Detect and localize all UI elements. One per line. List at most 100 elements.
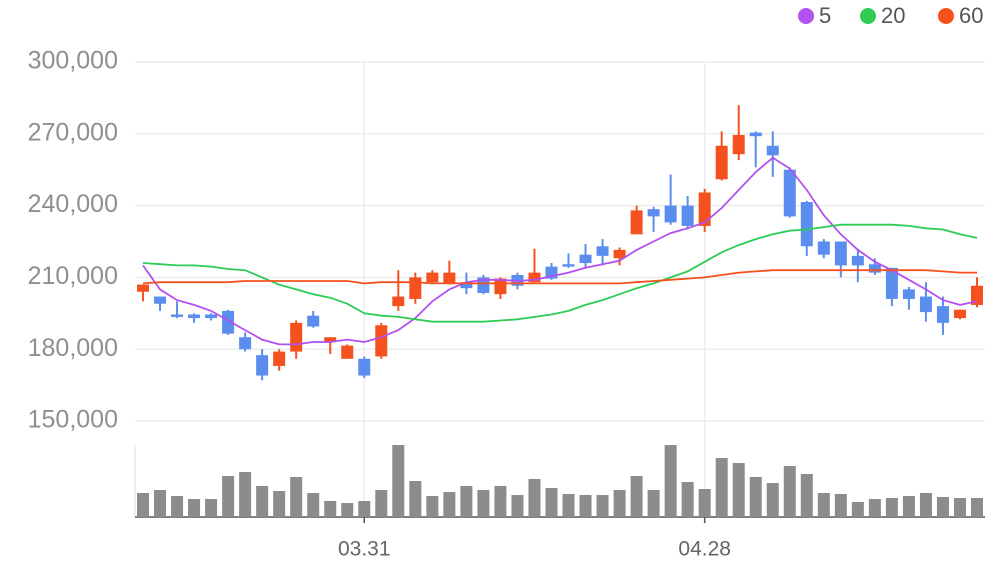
candle-body [324, 337, 337, 343]
volume-bar [375, 490, 388, 517]
candle-body [613, 249, 626, 259]
candle-body [528, 272, 541, 283]
candle-body [885, 267, 898, 299]
candle-body [426, 272, 439, 283]
legend-label: 5 [819, 3, 831, 28]
volume-bar [579, 495, 592, 517]
x-tick-label: 04.28 [678, 538, 731, 561]
candle-body [154, 296, 167, 304]
candle-body [273, 351, 286, 366]
volume-bar [341, 503, 354, 517]
volume-bar [732, 463, 745, 517]
ma-line [142, 269, 977, 285]
volume-bar [409, 481, 422, 517]
candle-body [953, 309, 966, 319]
candle-body [375, 325, 388, 357]
volume-bar [137, 493, 149, 517]
candle-body [256, 355, 269, 376]
candle-body [188, 314, 201, 319]
candle-body [290, 322, 303, 352]
candle-body [902, 289, 915, 299]
y-tick-label: 240,000 [28, 190, 118, 218]
candle-body [205, 314, 218, 319]
legend-swatch [860, 8, 876, 24]
candle-body [868, 264, 881, 273]
candle-body [971, 285, 983, 305]
volume-bar [613, 490, 626, 517]
candle-body [137, 284, 149, 292]
legend-swatch [938, 8, 954, 24]
volume-bar [715, 458, 728, 517]
candle-body [443, 272, 456, 284]
volume-bar [511, 495, 524, 517]
legend-label: 60 [959, 3, 983, 28]
volume-bar [681, 482, 694, 517]
candle-body [698, 192, 711, 226]
candle-body [817, 241, 830, 255]
candle-body [562, 264, 575, 267]
volume-bar [783, 466, 796, 517]
volume-bar [766, 483, 779, 517]
candle-body [647, 209, 660, 217]
volume-bar [800, 474, 813, 517]
volume-bar [971, 498, 983, 517]
candle-body [392, 296, 405, 307]
volume-bar [902, 496, 915, 517]
volume-bar [885, 498, 898, 517]
candle-body [307, 315, 320, 327]
candle-body [222, 310, 235, 334]
volume-bar [358, 501, 371, 517]
volume-bar [936, 497, 949, 517]
volume-bar [596, 495, 609, 517]
candle-body [358, 358, 371, 376]
candle-body [341, 345, 354, 359]
volume-bar [205, 499, 218, 517]
volume-bar [477, 490, 490, 517]
volume-bar [919, 493, 932, 517]
candle-body [834, 241, 847, 266]
candle-body [783, 169, 796, 217]
candle-body [664, 205, 677, 223]
volume-bar [630, 476, 643, 517]
volume-bar [460, 486, 473, 517]
legend-swatch [798, 8, 814, 24]
candle-body [545, 266, 558, 279]
candle-body [596, 246, 609, 256]
volume-bar [868, 499, 881, 517]
ma-line [142, 156, 978, 346]
volume-bar [443, 492, 456, 517]
candle-body [919, 296, 932, 313]
volume-bar [953, 498, 966, 517]
candle-body [851, 255, 864, 266]
candle-body [579, 254, 592, 264]
candle-body [477, 277, 490, 293]
volume-bar [545, 488, 558, 517]
candle-body [732, 134, 745, 155]
x-tick-label: 03.31 [338, 538, 391, 561]
y-tick-label: 180,000 [28, 334, 118, 362]
volume-bar [562, 494, 575, 517]
volume-bar [664, 445, 677, 517]
volume-bar [834, 494, 847, 517]
candle-body [409, 277, 422, 299]
volume-bar [290, 477, 303, 517]
volume-bar [426, 496, 439, 517]
volume-bar [188, 499, 201, 517]
volume-bar [171, 496, 184, 517]
volume-bar [851, 502, 864, 517]
candle-body [681, 205, 694, 226]
y-tick-label: 270,000 [28, 118, 118, 146]
volume-bar [324, 501, 337, 517]
candle-body [494, 278, 507, 295]
volume-bar [307, 493, 320, 517]
candle-body [936, 306, 949, 323]
y-tick-label: 210,000 [28, 262, 118, 290]
candle-body [800, 202, 813, 247]
volume-bar [528, 479, 541, 517]
volume-bar [392, 445, 405, 517]
candle-body [630, 210, 643, 235]
volume-bar [256, 486, 269, 517]
volume-bar [698, 489, 711, 517]
volume-bar [749, 477, 762, 517]
